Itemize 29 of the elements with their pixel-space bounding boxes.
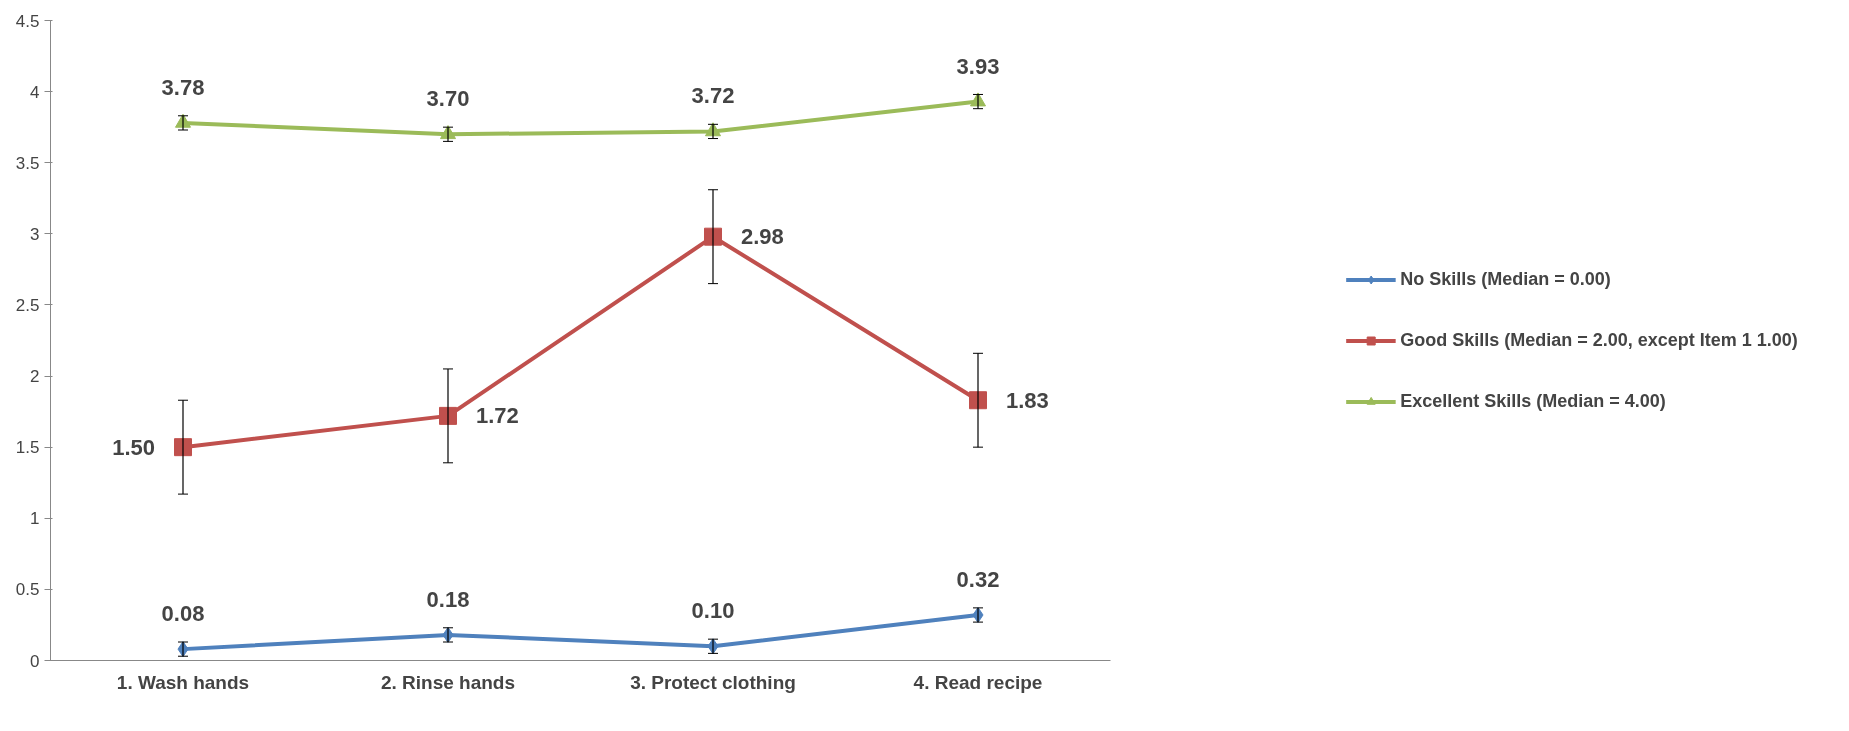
y-tick-label: 4 — [30, 82, 40, 102]
x-tick-label: 2. Rinse hands — [380, 671, 516, 693]
data-label: 1.50 — [112, 434, 156, 460]
x-tick-label: 1. Wash hands — [116, 671, 250, 693]
data-label: 3.72 — [691, 83, 735, 109]
data-label: 2.98 — [741, 224, 784, 250]
data-label: 0.08 — [161, 601, 205, 627]
y-tick-label: 0 — [30, 651, 40, 671]
y-tick-label: 3.5 — [15, 153, 40, 173]
data-label: 0.18 — [426, 586, 470, 612]
legend-label: No Skills (Median = 0.00) — [1400, 268, 1611, 290]
y-tick-label: 2.5 — [15, 295, 40, 315]
data-label: 1.72 — [476, 403, 519, 429]
y-tick-label: 1.5 — [15, 438, 40, 458]
legend-label: Good Skills (Median = 2.00, except Item 1 1.00) — [1400, 329, 1798, 351]
x-tick-label: 3. Protect clothing — [630, 671, 796, 693]
data-label: 3.78 — [161, 74, 205, 100]
x-tick-label: 4. Read recipe — [913, 671, 1043, 693]
data-label: 0.32 — [956, 566, 1000, 592]
y-tick-label: 4.5 — [15, 11, 40, 31]
y-tick-label: 3 — [30, 224, 40, 244]
data-label: 1.83 — [1006, 387, 1049, 413]
y-tick-label: 1 — [30, 509, 40, 529]
legend-label: Excellent Skills (Median = 4.00) — [1400, 390, 1666, 412]
data-label: 3.93 — [956, 53, 1000, 79]
y-tick-label: 2 — [30, 367, 40, 387]
data-label: 3.70 — [426, 86, 470, 112]
data-label: 0.10 — [691, 598, 735, 624]
y-tick-label: 0.5 — [15, 580, 40, 600]
